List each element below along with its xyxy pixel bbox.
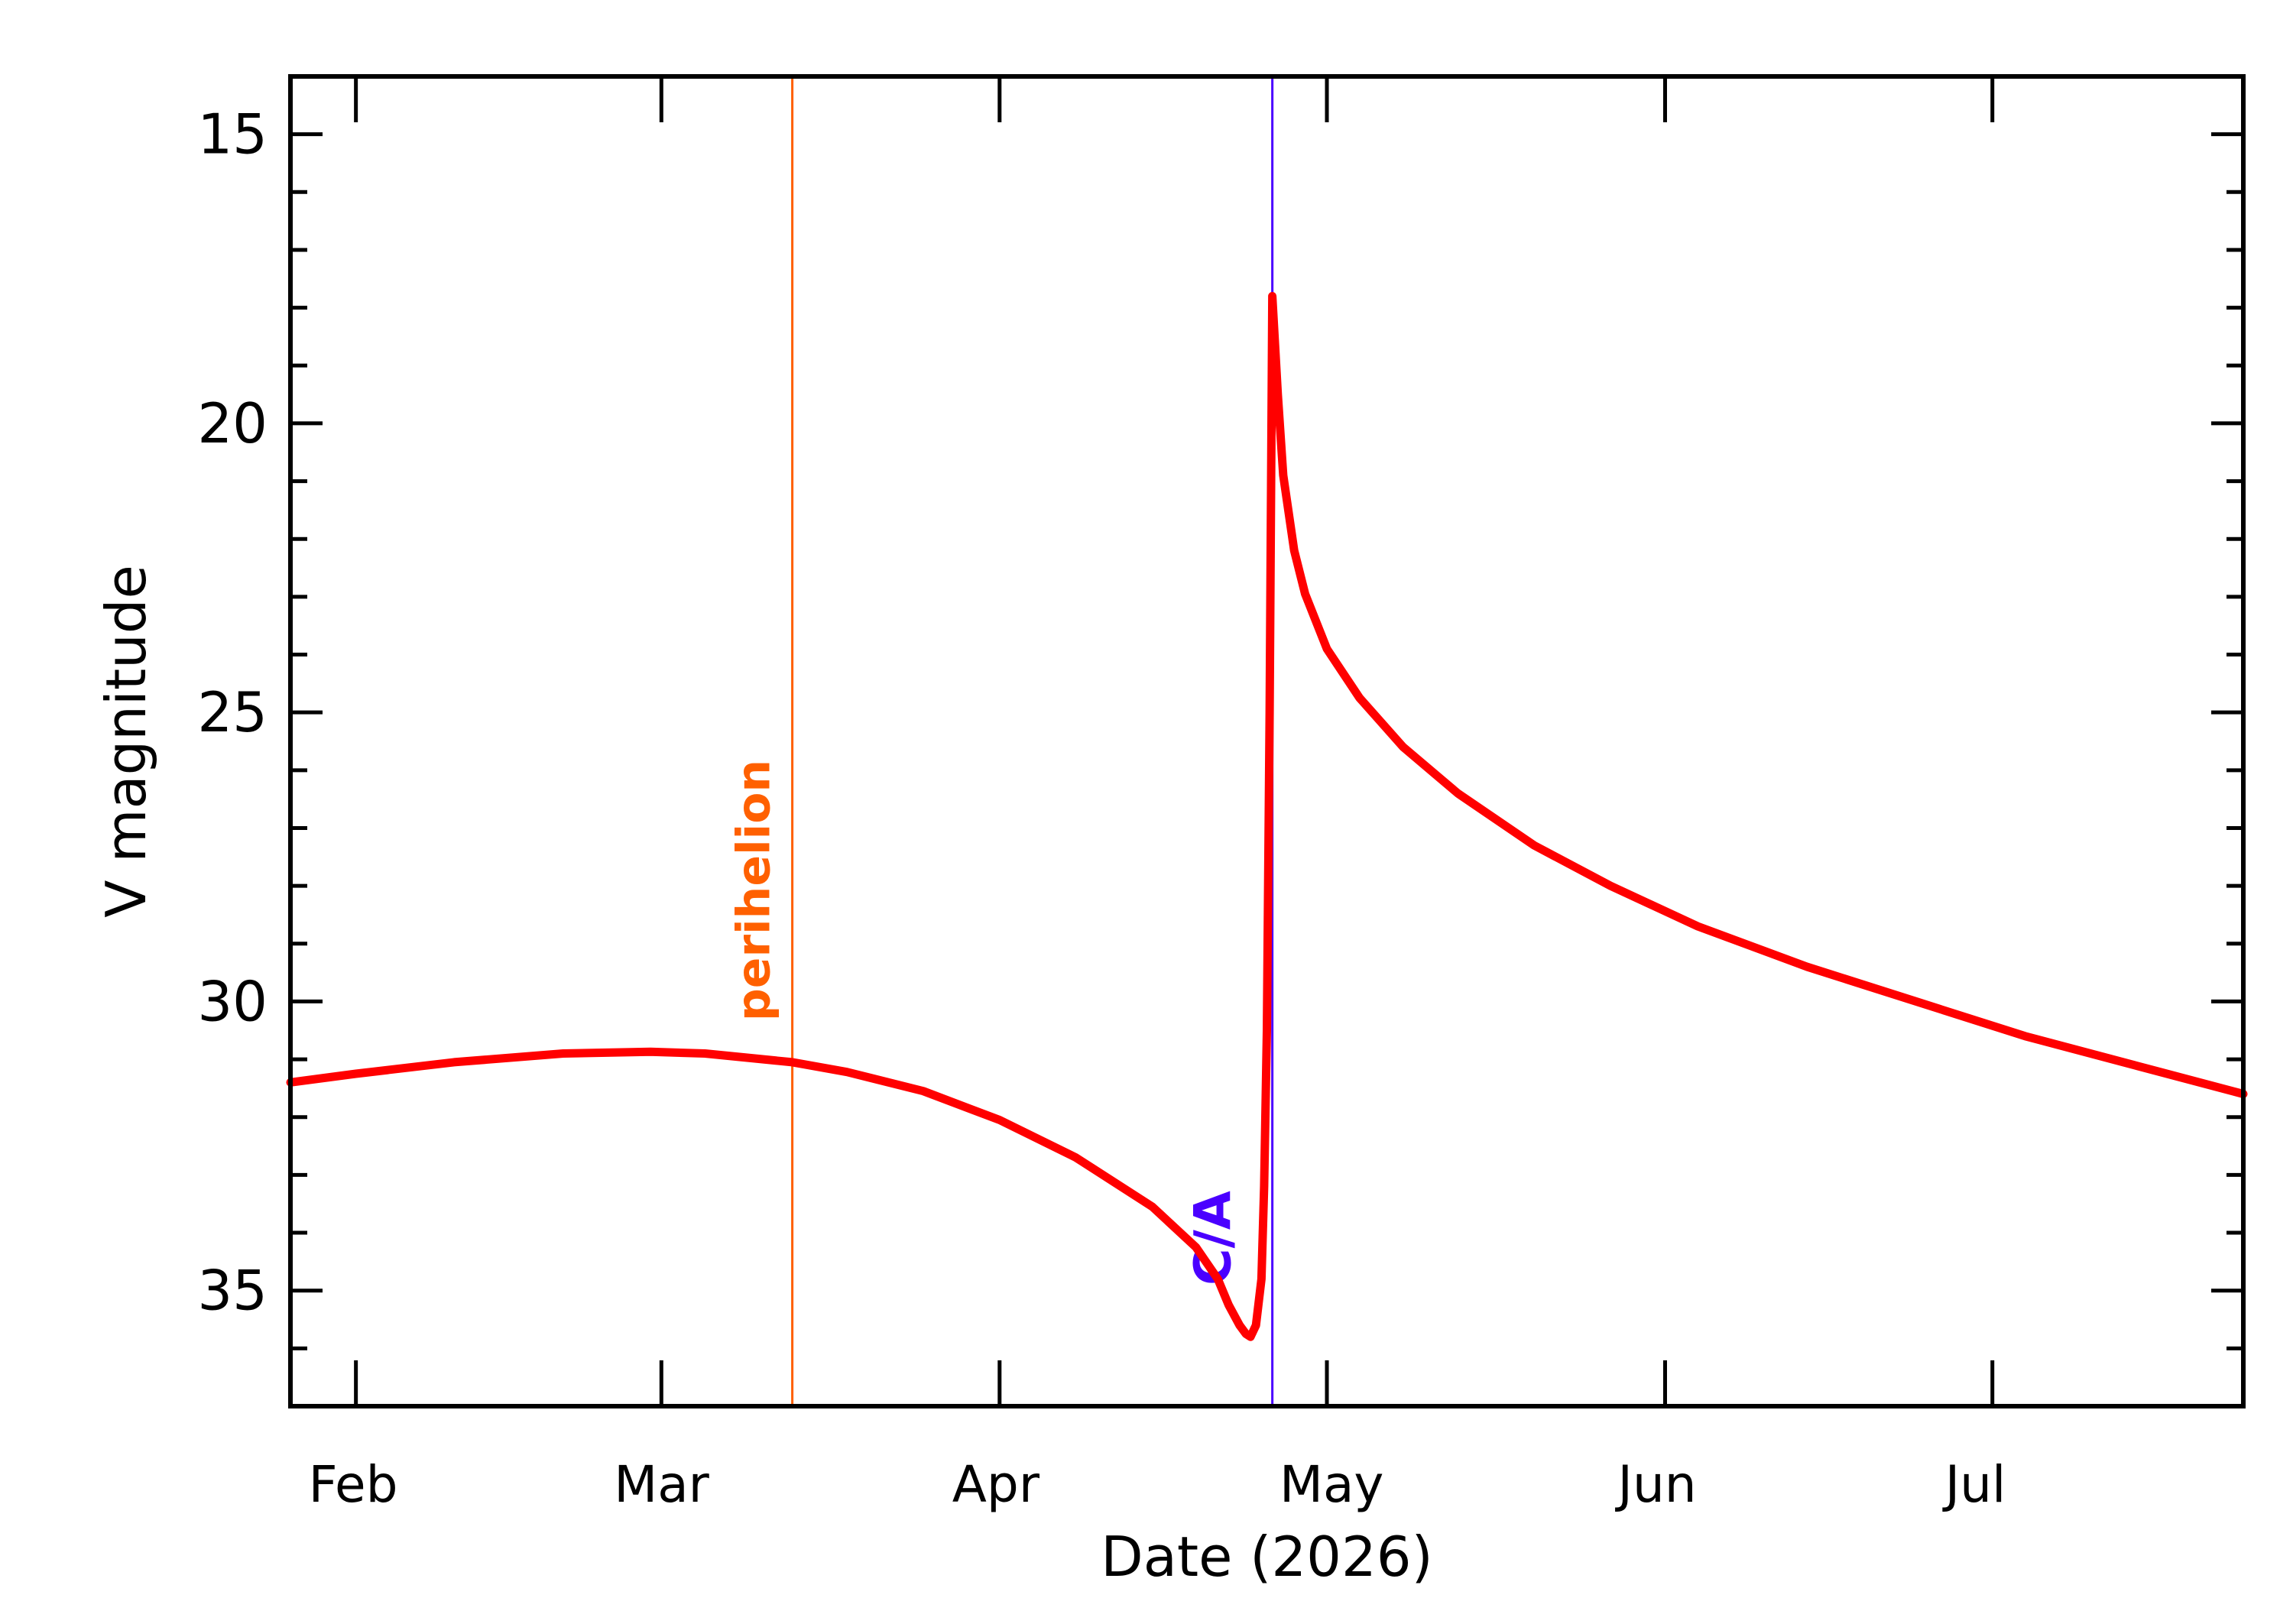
y-axis-title: V magnitude xyxy=(94,565,158,918)
x-tick-labels: Feb Mar Apr May Jun Jul xyxy=(309,1455,2006,1514)
y-tick-label: 15 xyxy=(197,102,268,167)
x-tick-label: May xyxy=(1279,1455,1383,1514)
y-tick-label: 20 xyxy=(197,391,268,455)
axis-ticks xyxy=(290,74,2243,1408)
x-axis-title: Date (2026) xyxy=(1101,1525,1432,1589)
y-tick-label: 35 xyxy=(197,1259,268,1323)
series-group xyxy=(286,292,2248,1341)
x-tick-label: Jul xyxy=(1942,1455,2006,1514)
plot-frame xyxy=(288,74,2246,1408)
x-tick-label: Mar xyxy=(614,1455,709,1514)
y-tick-label: 30 xyxy=(197,969,268,1033)
series-line xyxy=(286,292,2248,1341)
y-tick-label: 25 xyxy=(197,680,268,744)
marker-label: perihelion xyxy=(728,760,781,1021)
x-tick-label: Apr xyxy=(952,1455,1040,1514)
x-tick-label: Feb xyxy=(309,1455,398,1514)
y-tick-labels: 15 20 25 30 35 xyxy=(197,102,268,1323)
x-tick-label: Jun xyxy=(1614,1455,1696,1514)
